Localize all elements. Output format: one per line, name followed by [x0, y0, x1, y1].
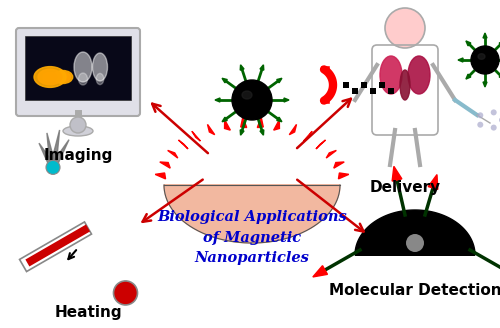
- Polygon shape: [458, 58, 463, 62]
- Polygon shape: [258, 117, 264, 128]
- Polygon shape: [313, 266, 328, 277]
- Circle shape: [114, 281, 138, 305]
- Polygon shape: [178, 140, 188, 149]
- Circle shape: [490, 125, 496, 131]
- Polygon shape: [274, 120, 280, 130]
- FancyBboxPatch shape: [370, 88, 376, 94]
- Polygon shape: [240, 117, 246, 128]
- Ellipse shape: [408, 56, 430, 94]
- Text: Delivery: Delivery: [370, 180, 440, 195]
- Ellipse shape: [380, 56, 402, 94]
- Polygon shape: [39, 143, 56, 169]
- Polygon shape: [164, 185, 340, 243]
- FancyBboxPatch shape: [343, 82, 349, 88]
- Circle shape: [499, 117, 500, 123]
- Ellipse shape: [78, 73, 88, 85]
- Polygon shape: [326, 150, 336, 158]
- Polygon shape: [168, 150, 178, 158]
- Text: Molecular Detection: Molecular Detection: [328, 283, 500, 298]
- Polygon shape: [260, 130, 264, 135]
- Polygon shape: [50, 130, 59, 168]
- Circle shape: [490, 110, 496, 115]
- Polygon shape: [222, 117, 228, 122]
- Ellipse shape: [478, 54, 485, 59]
- Ellipse shape: [56, 72, 70, 82]
- Polygon shape: [20, 222, 92, 272]
- Polygon shape: [499, 41, 500, 46]
- Ellipse shape: [74, 52, 92, 82]
- Polygon shape: [276, 117, 282, 122]
- Polygon shape: [260, 65, 264, 70]
- Ellipse shape: [43, 72, 57, 82]
- Ellipse shape: [242, 91, 252, 99]
- Polygon shape: [483, 33, 487, 38]
- Ellipse shape: [92, 53, 108, 81]
- FancyBboxPatch shape: [352, 88, 358, 94]
- Polygon shape: [355, 210, 475, 255]
- Ellipse shape: [34, 67, 66, 87]
- Polygon shape: [240, 130, 244, 135]
- Polygon shape: [276, 78, 282, 83]
- Polygon shape: [215, 98, 220, 102]
- Polygon shape: [483, 82, 487, 87]
- Polygon shape: [290, 124, 296, 135]
- Circle shape: [478, 112, 484, 118]
- FancyBboxPatch shape: [379, 82, 385, 88]
- Polygon shape: [208, 124, 214, 135]
- Text: Heating: Heating: [54, 305, 122, 320]
- FancyBboxPatch shape: [25, 36, 131, 100]
- Circle shape: [478, 122, 484, 128]
- Ellipse shape: [232, 80, 272, 120]
- Polygon shape: [224, 120, 230, 130]
- Polygon shape: [466, 41, 471, 46]
- Ellipse shape: [471, 46, 499, 74]
- Polygon shape: [304, 131, 312, 141]
- Polygon shape: [392, 166, 402, 181]
- Circle shape: [385, 8, 425, 48]
- Polygon shape: [338, 173, 349, 179]
- Polygon shape: [192, 131, 200, 141]
- Ellipse shape: [63, 126, 93, 136]
- Polygon shape: [499, 74, 500, 79]
- Polygon shape: [316, 140, 326, 149]
- Text: Biological Applications
of Magnetic
Nanoparticles: Biological Applications of Magnetic Nano…: [157, 210, 347, 265]
- Polygon shape: [47, 133, 56, 168]
- Ellipse shape: [53, 71, 73, 84]
- Polygon shape: [240, 65, 244, 70]
- Ellipse shape: [58, 74, 68, 80]
- Polygon shape: [26, 225, 90, 266]
- FancyBboxPatch shape: [388, 88, 394, 94]
- Polygon shape: [222, 78, 228, 83]
- Polygon shape: [50, 140, 69, 169]
- Polygon shape: [284, 98, 289, 102]
- Text: Imaging: Imaging: [44, 148, 112, 163]
- Ellipse shape: [38, 69, 62, 85]
- Ellipse shape: [96, 73, 104, 85]
- Ellipse shape: [400, 70, 410, 100]
- Circle shape: [406, 234, 424, 252]
- FancyBboxPatch shape: [16, 28, 140, 116]
- Polygon shape: [155, 173, 166, 179]
- Polygon shape: [160, 162, 170, 168]
- Circle shape: [70, 117, 86, 133]
- Polygon shape: [334, 162, 344, 168]
- Polygon shape: [428, 174, 438, 190]
- Circle shape: [46, 160, 60, 174]
- Polygon shape: [466, 74, 471, 79]
- FancyBboxPatch shape: [361, 82, 367, 88]
